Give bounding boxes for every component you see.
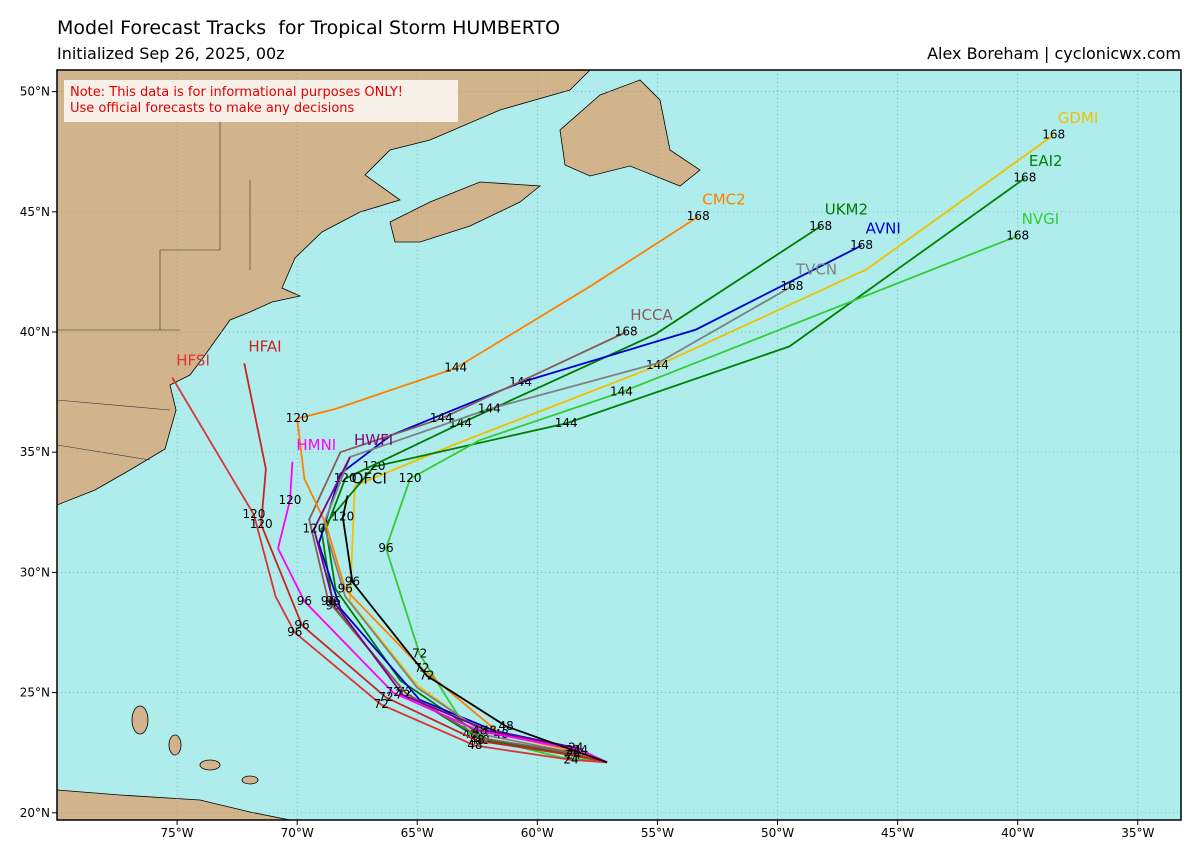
hour-label: 120	[331, 510, 354, 524]
track-name: AVNI	[866, 219, 901, 237]
newfoundland	[559, 79, 701, 187]
x-tick-label: 70°W	[281, 826, 314, 840]
island	[241, 775, 259, 785]
track-line	[171, 377, 608, 764]
hour-label: 72	[412, 647, 427, 661]
hour-label: 168	[1006, 228, 1029, 242]
track-name: HMNI	[296, 436, 336, 454]
hour-label: 168	[1013, 171, 1036, 185]
hour-label: 144	[430, 411, 453, 425]
note: Note: This data is for informational pur…	[70, 85, 403, 100]
hour-label: 48	[472, 724, 487, 738]
hour-label: 144	[478, 401, 501, 415]
y-tick-label: 20°N	[20, 806, 50, 820]
borders	[57, 120, 251, 461]
hour-label: 144	[555, 416, 578, 430]
track-name: GDMI	[1058, 109, 1099, 127]
y-tick-label: 40°N	[20, 325, 50, 339]
track-name: EAI2	[1029, 152, 1063, 170]
title: Model Forecast Tracks for Tropical Storm…	[57, 17, 560, 39]
hour-label: 96	[338, 582, 353, 596]
hour-label: 144	[444, 361, 467, 375]
x-tick-label: 50°W	[761, 826, 794, 840]
island	[199, 759, 221, 771]
y-tick-label: 30°N	[20, 565, 50, 579]
track-line	[313, 456, 608, 764]
hour-label: 24	[566, 743, 581, 757]
track-line	[322, 285, 793, 764]
hour-label: 144	[610, 385, 633, 399]
hour-label: 120	[399, 471, 422, 485]
hour-label: 96	[326, 594, 341, 608]
hour-label: 96	[287, 625, 302, 639]
track-name: HCCA	[630, 306, 673, 324]
island	[168, 734, 182, 756]
track-name: HFAI	[248, 337, 281, 355]
x-tick-label: 75°W	[161, 826, 194, 840]
x-tick-label: 40°W	[1001, 826, 1034, 840]
hour-label: 24	[563, 752, 578, 766]
cuba	[57, 789, 293, 820]
track-name: CMC2	[702, 191, 745, 209]
hour-label: 168	[1042, 127, 1065, 141]
x-tick-label: 65°W	[401, 826, 434, 840]
track-name: UKM2	[825, 200, 868, 218]
note-box	[64, 80, 458, 122]
hour-label: 168	[850, 238, 873, 252]
hour-label: 168	[615, 325, 638, 339]
track-line	[243, 363, 608, 764]
hour-label: 96	[294, 618, 309, 632]
hour-label: 96	[297, 594, 312, 608]
hour-label: 96	[345, 575, 360, 589]
credit: Alex Boreham | cyclonicwx.com	[927, 44, 1181, 63]
subtitle: Initialized Sep 26, 2025, 00z	[57, 44, 285, 63]
hour-label: 48	[498, 719, 513, 733]
track-name: HFSI	[176, 352, 210, 370]
y-tick-label: 50°N	[20, 85, 50, 99]
hour-label: 144	[646, 358, 669, 372]
track-line	[341, 495, 608, 764]
y-tick-label: 35°N	[20, 445, 50, 459]
track-line	[308, 331, 627, 764]
grid	[57, 70, 1181, 820]
hour-label: 48	[467, 738, 482, 752]
track-name: NVGI	[1022, 210, 1060, 228]
y-tick-label: 25°N	[20, 686, 50, 700]
hour-label: 72	[386, 685, 401, 699]
axis-ticks: 75°W 70°W 65°W 60°W 55°W 50°W 45°W 40°W 35°W 20°N…	[20, 85, 1155, 840]
track-name: OFCI	[352, 469, 387, 487]
island	[131, 705, 149, 735]
x-tick-label: 55°W	[641, 826, 674, 840]
hour-label: 168	[809, 219, 832, 233]
north-america	[57, 70, 591, 506]
x-tick-label: 45°W	[881, 826, 914, 840]
hour-label: 96	[378, 541, 393, 555]
hour-label: 168	[780, 279, 803, 293]
x-tick-label: 35°W	[1121, 826, 1154, 840]
hour-label: 48	[470, 733, 485, 747]
hour-label: 72	[419, 668, 434, 682]
track-line	[325, 225, 822, 764]
y-tick-label: 45°N	[20, 205, 50, 219]
hour-label: 144	[449, 416, 472, 430]
hour-label: 120	[242, 507, 265, 521]
hour-label: 72	[378, 690, 393, 704]
map-frame	[56, 69, 1182, 821]
tracks: 144168GDMI24487296120144168EAI2487296120…	[171, 109, 1099, 766]
hour-label: 120	[279, 493, 302, 507]
track-name: TVCN	[795, 260, 837, 278]
x-tick-label: 60°W	[521, 826, 554, 840]
hour-label: 120	[286, 411, 309, 425]
hour-label: 120	[303, 522, 326, 536]
hour-label: 168	[687, 209, 710, 223]
hour-label: 72	[374, 697, 389, 711]
track-line	[385, 235, 1019, 764]
note: Use official forecasts to make any decis…	[70, 101, 355, 116]
track-name: HWFI	[354, 431, 393, 449]
